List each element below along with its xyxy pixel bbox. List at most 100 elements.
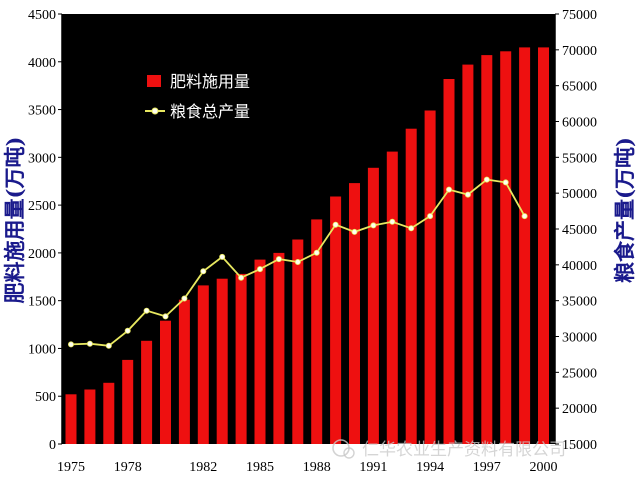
line-point-1996	[464, 191, 471, 198]
right-tick-label: 75000	[562, 8, 597, 23]
bar-1983	[216, 278, 228, 444]
bar-1992	[386, 151, 398, 444]
line-point-1981	[181, 295, 188, 302]
line-point-1988	[313, 249, 320, 256]
watermark: 仁华农业生产资料有限公司	[332, 439, 566, 460]
x-tick-label: 1997	[473, 460, 501, 475]
right-tick-label: 65000	[562, 80, 597, 95]
bar-1982	[197, 285, 209, 444]
right-tick-label: 25000	[562, 366, 597, 381]
line-point-1977	[105, 342, 112, 349]
line-point-1984	[238, 274, 245, 281]
bar-1999	[519, 47, 531, 445]
legend-bar-label: 肥料施用量	[170, 72, 250, 91]
bar-1977	[103, 382, 115, 444]
left-axis-ticks: 0 500 1000 1500 2000 2500 3000 3500 4000 4500	[28, 8, 62, 453]
bar-1986	[273, 252, 285, 444]
line-point-1978	[124, 327, 131, 334]
legend: 肥料施用量 粮食总产量	[145, 72, 250, 121]
line-point-1989	[332, 221, 339, 228]
bar-1991	[367, 167, 379, 445]
bar-1984	[235, 273, 247, 444]
x-tick-label: 1985	[246, 460, 274, 475]
legend-bar-swatch	[147, 75, 161, 87]
x-axis-ticks: 1975 1978 1982 1985 1988 1991 1994 1997 2000	[57, 460, 558, 475]
line-point-1985	[256, 266, 263, 273]
left-tick-label: 1500	[28, 295, 56, 310]
bar-1987	[292, 239, 304, 444]
x-tick-label: 2000	[530, 460, 558, 475]
legend-line-marker	[151, 107, 159, 115]
bar-1988	[311, 219, 323, 444]
line-point-1987	[294, 258, 301, 265]
x-tick-label: 1982	[189, 460, 217, 475]
line-point-1992	[389, 218, 396, 225]
line-point-1982	[200, 268, 207, 275]
bar-1994	[424, 110, 436, 444]
right-tick-label: 50000	[562, 187, 597, 202]
x-tick-label: 1994	[416, 460, 444, 475]
legend-line-label: 粮食总产量	[170, 102, 250, 121]
line-point-1975	[68, 341, 75, 348]
line-group	[68, 176, 528, 349]
line-point-1993	[408, 225, 415, 232]
right-tick-label: 40000	[562, 259, 597, 274]
right-axis-ticks: 15000 20000 25000 30000 35000 40000 45000 50000…	[555, 8, 597, 453]
watermark-text: 仁华农业生产资料有限公司	[362, 440, 566, 460]
left-tick-label: 4500	[28, 8, 56, 23]
right-tick-label: 15000	[562, 438, 597, 453]
left-tick-label: 4000	[28, 56, 56, 71]
left-tick-label: 500	[35, 390, 56, 405]
bar-1980	[160, 320, 171, 444]
right-tick-label: 60000	[562, 116, 597, 131]
bar-1997	[481, 55, 493, 444]
bar-1981	[178, 299, 190, 444]
bar-2000	[538, 47, 549, 445]
right-tick-label: 35000	[562, 295, 597, 310]
bar-1975	[65, 394, 77, 444]
line-point-1999	[521, 213, 528, 220]
line-point-1995	[445, 186, 452, 193]
line-point-1994	[427, 213, 434, 220]
bars-group	[65, 47, 549, 445]
right-axis-title: 粮食产量(万吨)	[612, 137, 637, 283]
left-tick-label: 0	[49, 438, 56, 453]
line-point-1976	[86, 340, 93, 347]
line-point-1991	[370, 222, 377, 229]
line-point-1997	[483, 176, 490, 183]
bar-1985	[254, 259, 266, 444]
bar-1995	[443, 79, 455, 444]
bar-1979	[141, 340, 153, 444]
x-tick-label: 1975	[57, 460, 85, 475]
plot-area	[62, 14, 555, 444]
bar-1978	[122, 359, 134, 444]
left-tick-label: 3500	[28, 104, 56, 119]
line-point-1986	[275, 256, 282, 263]
right-tick-label: 70000	[562, 44, 597, 59]
bar-1976	[84, 389, 96, 444]
left-tick-label: 3000	[28, 151, 56, 166]
left-tick-label: 2000	[28, 247, 56, 262]
bar-1996	[462, 64, 474, 444]
right-tick-label: 45000	[562, 223, 597, 238]
line-point-1979	[143, 307, 150, 314]
left-tick-label: 1000	[28, 342, 56, 357]
wechat-icon-inner	[343, 447, 355, 459]
right-tick-label: 30000	[562, 331, 597, 346]
line-point-1998	[502, 179, 509, 186]
x-tick-label: 1991	[359, 460, 387, 475]
line-point-1980	[162, 313, 169, 320]
line-point-1990	[351, 228, 358, 235]
left-axis-title: 肥料施用量(万吨)	[2, 137, 27, 304]
bar-1989	[330, 196, 342, 444]
right-tick-label: 20000	[562, 402, 597, 417]
x-tick-label: 1978	[114, 460, 142, 475]
bar-1990	[349, 183, 360, 444]
bar-1993	[405, 128, 417, 444]
x-tick-label: 1988	[303, 460, 331, 475]
line-point-1983	[219, 253, 226, 260]
bar-1998	[500, 51, 512, 445]
right-tick-label: 55000	[562, 151, 597, 166]
left-tick-label: 2500	[28, 199, 56, 214]
